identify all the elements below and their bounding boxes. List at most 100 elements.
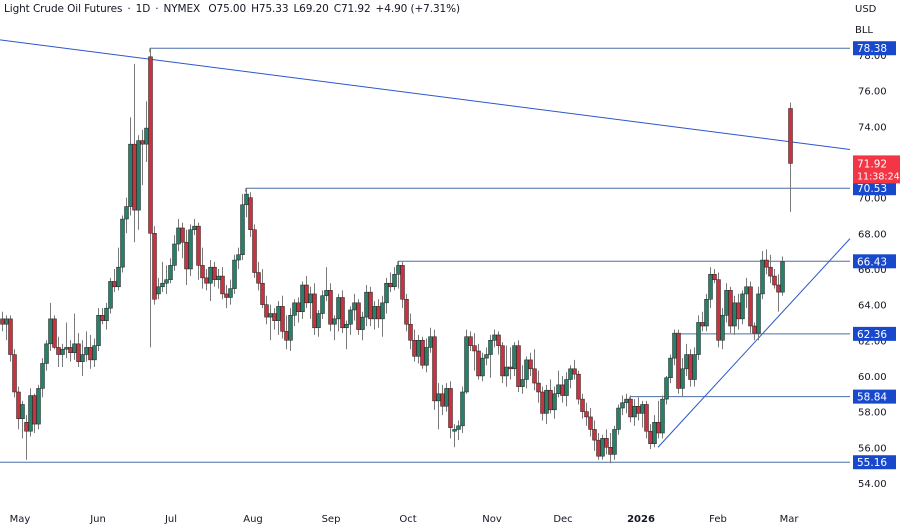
candle (328, 283, 333, 332)
candle (120, 215, 125, 273)
candle (76, 333, 81, 368)
candle (768, 254, 773, 284)
candle (16, 386, 21, 430)
candle (744, 277, 749, 309)
y-tick-label: 66.00 (858, 265, 887, 276)
unit-label[interactable]: BLL (855, 25, 900, 36)
y-tick-label: 54.00 (858, 479, 887, 490)
x-tick-label: Jul (164, 514, 177, 525)
candle (540, 386, 545, 421)
candle (476, 343, 481, 380)
candle (304, 276, 309, 309)
candle (584, 402, 589, 426)
candle (548, 379, 553, 414)
exchange: NYMEX (163, 3, 201, 15)
candle (564, 372, 569, 407)
candle (728, 286, 733, 334)
candle (180, 222, 185, 259)
candle (552, 386, 557, 419)
candle (164, 265, 169, 294)
trendlines (0, 39, 851, 448)
candle (776, 274, 781, 312)
candle (336, 293, 341, 332)
level-price-tag (853, 254, 896, 269)
candle (352, 293, 357, 321)
candle (152, 226, 157, 305)
descending-resistance-trendline[interactable] (0, 39, 851, 150)
candle (632, 399, 637, 426)
candle (452, 424, 457, 448)
candle (748, 281, 753, 334)
candle (608, 432, 613, 464)
candle (428, 327, 433, 353)
candle (256, 261, 261, 291)
candle (520, 365, 525, 394)
candle (656, 400, 661, 439)
price-tags: 78.38 70.53 66.43 62.36 58.84 55.16 71.9211:38… (853, 41, 900, 470)
candle (264, 295, 269, 325)
candle (376, 299, 381, 328)
candle (684, 343, 689, 376)
candle (236, 247, 241, 269)
level-price-tag (853, 181, 896, 196)
candle (132, 63, 137, 243)
candle (404, 293, 409, 332)
candle (456, 420, 461, 441)
candle (300, 281, 305, 319)
candle (692, 347, 697, 387)
candle (128, 117, 133, 216)
candle (100, 308, 105, 325)
candle (52, 315, 57, 350)
candle (708, 267, 713, 309)
candle (344, 320, 349, 350)
level-price-tag (853, 326, 896, 341)
level-price-tag-text: 58.84 (857, 392, 887, 404)
candle (436, 383, 441, 430)
candle (636, 397, 641, 421)
candle (32, 393, 37, 433)
candle (108, 277, 113, 314)
y-tick-label: 74.00 (858, 122, 887, 133)
candle (136, 135, 141, 230)
candle (380, 295, 385, 337)
candle (512, 342, 517, 376)
ascending-support-trendline[interactable] (657, 238, 851, 448)
candle (56, 336, 61, 368)
candle (532, 349, 537, 391)
currency-label[interactable]: USD (855, 4, 900, 15)
time-axis[interactable]: May Jun Jul Aug Sep Oct Nov Dec 2026 Feb Mar (10, 514, 800, 525)
price-axis[interactable]: 78.0076.0074.0072.0070.0068.0066.0064.00… (858, 51, 887, 490)
candle (332, 315, 337, 341)
separator: · (127, 3, 131, 15)
candle (624, 393, 629, 414)
candle (228, 279, 233, 305)
candle (116, 247, 121, 291)
candle (124, 197, 129, 234)
x-tick-label: Aug (243, 514, 263, 525)
candle (104, 302, 109, 330)
x-tick-label: Feb (709, 514, 727, 525)
candle (284, 315, 289, 350)
interval[interactable]: 1D (135, 3, 151, 15)
symbol-name[interactable]: Light Crude Oil Futures (4, 3, 123, 15)
level-price-tag (853, 455, 896, 470)
candle (508, 347, 513, 380)
candle (272, 308, 277, 330)
candle (392, 267, 397, 291)
y-tick-label: 78.00 (858, 51, 887, 62)
candle (672, 329, 677, 366)
level-price-tag-text: 70.53 (857, 183, 887, 195)
candle (604, 429, 609, 455)
ohlc-low: L69.20 (293, 3, 329, 15)
candle (424, 338, 429, 373)
candle (416, 334, 421, 364)
y-tick-label: 76.00 (858, 87, 887, 98)
candle (688, 349, 693, 387)
candle (620, 395, 625, 416)
candle (48, 302, 53, 351)
candle (556, 370, 561, 398)
candle (504, 345, 509, 387)
candle (364, 285, 369, 327)
candle (560, 375, 565, 403)
